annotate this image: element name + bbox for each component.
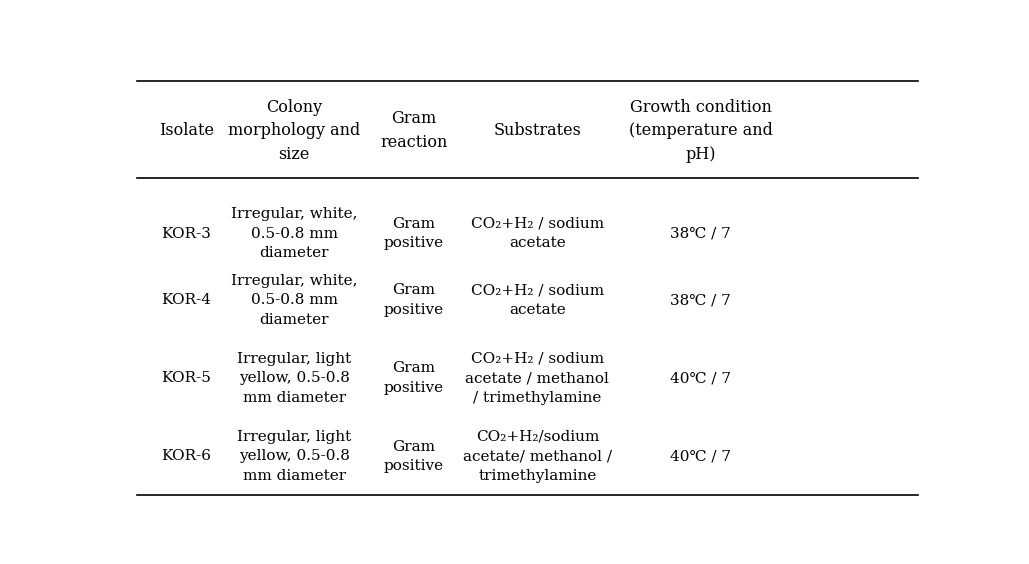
Text: Gram
reaction: Gram reaction [380, 111, 448, 151]
Text: 38℃ / 7: 38℃ / 7 [671, 293, 732, 307]
Text: KOR-6: KOR-6 [162, 450, 211, 464]
Text: Gram
positive: Gram positive [384, 217, 443, 250]
Text: Irregular, light
yellow, 0.5-0.8
mm diameter: Irregular, light yellow, 0.5-0.8 mm diam… [237, 352, 351, 405]
Text: Irregular, white,
0.5-0.8 mm
diameter: Irregular, white, 0.5-0.8 mm diameter [230, 207, 357, 260]
Text: Irregular, white,
0.5-0.8 mm
diameter: Irregular, white, 0.5-0.8 mm diameter [230, 274, 357, 327]
Text: Substrates: Substrates [493, 122, 581, 139]
Text: 38℃ / 7: 38℃ / 7 [671, 227, 732, 241]
Text: CO₂+H₂ / sodium
acetate: CO₂+H₂ / sodium acetate [471, 217, 604, 250]
Text: Isolate: Isolate [158, 122, 214, 139]
Text: CO₂+H₂/sodium
acetate/ methanol /
trimethylamine: CO₂+H₂/sodium acetate/ methanol / trimet… [463, 430, 612, 483]
Text: Irregular, light
yellow, 0.5-0.8
mm diameter: Irregular, light yellow, 0.5-0.8 mm diam… [237, 430, 351, 483]
Text: Gram
positive: Gram positive [384, 283, 443, 317]
Text: CO₂+H₂ / sodium
acetate: CO₂+H₂ / sodium acetate [471, 283, 604, 317]
Text: Gram
positive: Gram positive [384, 439, 443, 473]
Text: Growth condition
(temperature and
pH): Growth condition (temperature and pH) [629, 99, 773, 162]
Text: 40℃ / 7: 40℃ / 7 [670, 371, 732, 385]
Text: Gram
positive: Gram positive [384, 362, 443, 395]
Text: CO₂+H₂ / sodium
acetate / methanol
/ trimethylamine: CO₂+H₂ / sodium acetate / methanol / tri… [465, 352, 609, 405]
Text: Colony
morphology and
size: Colony morphology and size [228, 99, 360, 162]
Text: KOR-4: KOR-4 [162, 293, 211, 307]
Text: KOR-3: KOR-3 [162, 227, 211, 241]
Text: 40℃ / 7: 40℃ / 7 [670, 450, 732, 464]
Text: KOR-5: KOR-5 [162, 371, 211, 385]
